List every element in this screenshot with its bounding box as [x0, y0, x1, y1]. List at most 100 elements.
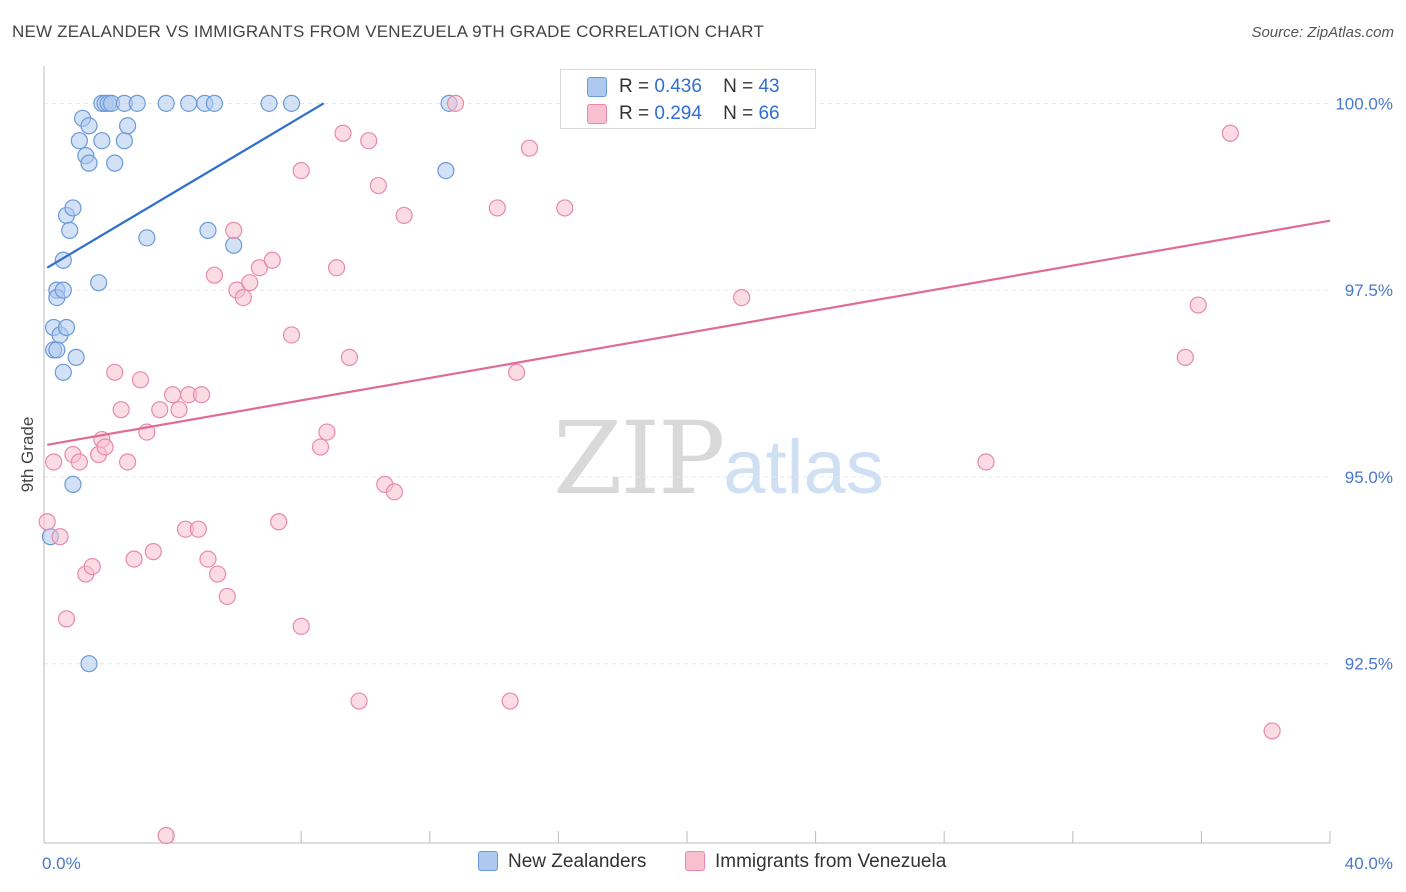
- venezuela-point: [131, 371, 150, 389]
- legend-row-venezuela: R = 0.294 N = 66: [561, 101, 815, 127]
- venezuela-point: [340, 348, 359, 366]
- legend-r-value: 0.436: [654, 76, 702, 97]
- venezuela-point: [38, 513, 56, 531]
- venezuela-point: [83, 557, 101, 576]
- venezuela-point: [151, 401, 169, 419]
- venezuela-point: [199, 550, 217, 568]
- venezuela-point: [318, 423, 336, 441]
- new-zealanders-point: [282, 94, 301, 112]
- venezuela-point: [360, 132, 378, 150]
- venezuela-point: [1221, 124, 1239, 142]
- x-tick-label: 0.0%: [42, 854, 81, 873]
- venezuela-point: [112, 401, 130, 419]
- venezuela-point: [292, 161, 310, 180]
- venezuela-point: [234, 289, 252, 307]
- new-zealanders-point: [80, 655, 98, 673]
- venezuela-trendline: [47, 219, 1331, 446]
- y-tick-label: 97.5%: [1345, 281, 1393, 300]
- new-zealanders-point: [138, 229, 156, 247]
- grid-layer: [44, 102, 1330, 665]
- new-zealanders-point: [54, 363, 72, 381]
- new-zealanders-point: [64, 199, 82, 217]
- venezuela-point: [189, 520, 207, 538]
- venezuela-point: [170, 401, 188, 419]
- new-zealanders-point: [70, 132, 88, 150]
- bottom-legend-label: Immigrants from Venezuela: [715, 851, 947, 872]
- venezuela-point: [350, 692, 368, 710]
- venezuela-point: [446, 94, 465, 112]
- venezuela-point: [106, 363, 124, 381]
- y-tick-label: 95.0%: [1345, 468, 1393, 487]
- venezuela-point: [282, 326, 301, 344]
- bottom-legend-swatch-blue: [478, 851, 498, 871]
- new-zealanders-point: [64, 475, 82, 493]
- venezuela-point: [157, 826, 175, 845]
- new-zealanders-point: [118, 117, 137, 135]
- bottom-legend-label: New Zealanders: [508, 851, 647, 872]
- y-axis-title: 9th Grade: [18, 417, 37, 493]
- venezuela-point: [733, 289, 751, 307]
- legend-swatch-blue: [587, 77, 607, 97]
- new-zealanders-point: [80, 154, 98, 172]
- legend-r-label: R =: [619, 103, 650, 124]
- label-layer: 92.5% 95.0% 97.5% 100.0% 0.0% 40.0% 9th Grade: [18, 94, 1393, 873]
- legend-r-value: 0.294: [654, 103, 702, 124]
- chart-title: NEW ZEALANDER VS IMMIGRANTS FROM VENEZUE…: [12, 22, 765, 41]
- venezuela-point: [51, 528, 69, 546]
- legend-r-label: R =: [619, 76, 650, 97]
- new-zealanders-trendline: [46, 102, 325, 269]
- venezuela-point: [395, 206, 413, 225]
- venezuela-point: [556, 199, 574, 217]
- legend-row-new-zealanders: R = 0.436 N = 43: [561, 74, 815, 100]
- bottom-legend-swatch-pink: [685, 851, 705, 871]
- venezuela-points: [38, 94, 1281, 845]
- watermark-zip: ZIP: [553, 400, 725, 517]
- trend-layer: [46, 102, 1331, 446]
- venezuela-point: [45, 453, 63, 471]
- venezuela-point: [118, 453, 137, 471]
- venezuela-point: [501, 692, 519, 710]
- axis-layer: [43, 66, 1331, 844]
- watermark-atlas: atlas: [723, 425, 884, 510]
- venezuela-point: [292, 617, 310, 635]
- new-zealanders-point: [93, 132, 111, 150]
- correlation-legend: R = 0.436 N = 43 R = 0.294 N = 66: [560, 69, 816, 129]
- new-zealanders-point: [48, 341, 66, 359]
- new-zealanders-point: [199, 221, 217, 239]
- x-tick-label: 40.0%: [1345, 854, 1393, 873]
- legend-swatch-pink: [587, 104, 607, 124]
- venezuela-point: [144, 543, 162, 561]
- venezuela-point: [209, 565, 227, 583]
- venezuela-point: [334, 124, 352, 142]
- legend-n-value: 43: [758, 76, 780, 97]
- new-zealanders-point: [437, 161, 455, 180]
- venezuela-point: [205, 266, 223, 284]
- venezuela-point: [520, 139, 539, 157]
- venezuela-point: [1176, 348, 1194, 366]
- venezuela-point: [250, 259, 269, 277]
- venezuela-point: [270, 513, 288, 531]
- venezuela-point: [241, 274, 259, 292]
- venezuela-point: [977, 453, 995, 471]
- new-zealanders-point: [67, 348, 85, 366]
- venezuela-point: [385, 483, 404, 501]
- new-zealanders-point: [80, 117, 98, 135]
- new-zealanders-point: [128, 94, 146, 112]
- legend-n-label: N =: [723, 103, 754, 124]
- watermark: ZIPatlas: [553, 400, 884, 517]
- y-tick-label: 92.5%: [1345, 655, 1393, 674]
- bottom-legend-new-zealanders: New Zealanders: [478, 851, 646, 873]
- legend-n-label: N =: [723, 76, 754, 97]
- source-label: Source: ZipAtlas.com: [1251, 24, 1394, 41]
- venezuela-point: [369, 176, 387, 195]
- new-zealanders-point: [157, 94, 175, 112]
- new-zealanders-point: [260, 94, 278, 112]
- new-zealanders-points: [41, 94, 458, 673]
- new-zealanders-point: [225, 236, 243, 254]
- new-zealanders-point: [54, 281, 72, 299]
- venezuela-point: [218, 587, 236, 606]
- venezuela-point: [508, 363, 526, 381]
- venezuela-point: [327, 259, 346, 277]
- new-zealanders-point: [180, 94, 198, 112]
